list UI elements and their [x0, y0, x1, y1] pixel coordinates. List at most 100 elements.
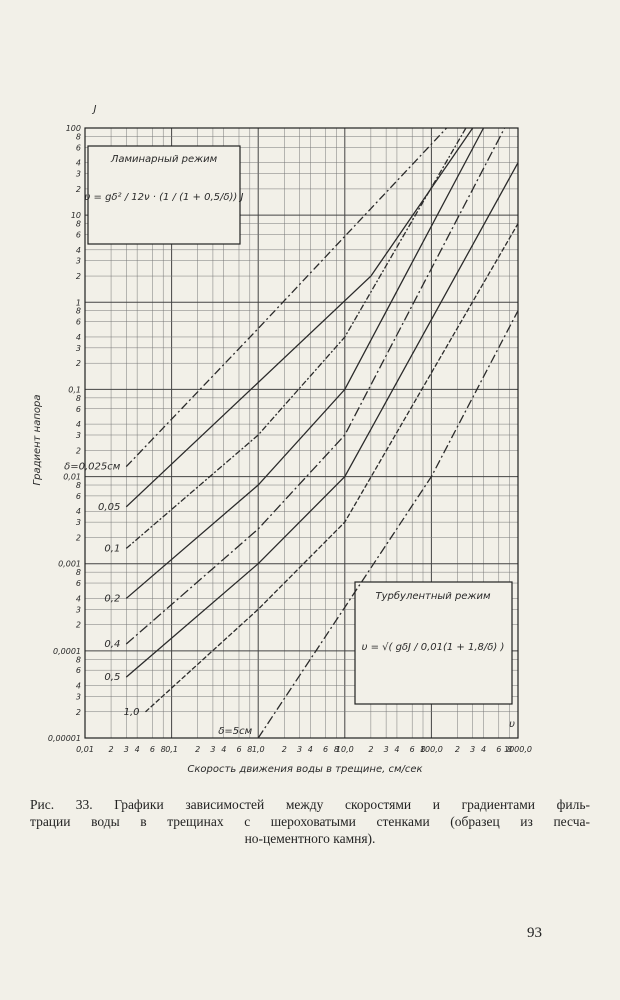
x-tick-label: 100,0	[420, 745, 443, 754]
y-tick-label: 6	[76, 666, 81, 675]
y-tick-label: 3	[76, 257, 81, 266]
caption-line: но-цементного камня).	[244, 831, 376, 846]
x-tick-label: 8	[507, 745, 512, 754]
y-tick-label: 100	[66, 124, 81, 133]
series-line	[125, 127, 485, 599]
annotation-box	[354, 581, 513, 705]
x-tick-label: 10,0	[336, 745, 354, 754]
y-tick-label: 8	[76, 220, 81, 229]
y-tick-label: 4	[76, 594, 81, 603]
x-tick-label: 6	[236, 745, 241, 754]
y-tick-label: 3	[76, 431, 81, 440]
y-tick-label: 8	[76, 568, 81, 577]
x-symbol: υ	[509, 719, 515, 730]
y-tick-label: 0,001	[58, 560, 81, 569]
x-tick-label: 6	[496, 745, 501, 754]
y-tick-label: 2	[76, 708, 81, 717]
y-tick-label: 8	[76, 394, 81, 403]
y-tick-label: 4	[76, 682, 81, 691]
y-tick-label: 0,01	[63, 473, 81, 482]
series-label: 0,2	[104, 593, 120, 604]
caption: Рис. 33. Графики зависимостей между скор…	[30, 796, 590, 847]
page-number: 93	[527, 925, 542, 941]
series-line	[145, 223, 519, 713]
x-tick-label: 8	[161, 745, 166, 754]
x-tick-label: 4	[394, 745, 399, 754]
y-tick-label: 0,0001	[53, 647, 81, 656]
y-tick-label: 3	[76, 344, 81, 353]
y-axis-label: Градиент напора	[32, 395, 43, 486]
x-tick-label: 4	[135, 745, 140, 754]
y-tick-label: 6	[76, 492, 81, 501]
series-label: δ=5см	[218, 726, 252, 737]
y-tick-label: 2	[76, 446, 81, 455]
y-tick-label: 4	[76, 159, 81, 168]
plot-frame	[84, 127, 519, 739]
series-label: 1,0	[124, 707, 140, 718]
y-tick-label: 2	[76, 185, 81, 194]
y-tick-label: 3	[76, 518, 81, 527]
x-tick-label: 2	[282, 745, 287, 754]
x-tick-label: 2	[455, 745, 460, 754]
x-tick-label: 6	[323, 745, 328, 754]
y-tick-label: 6	[76, 143, 81, 152]
x-tick-label: 1000,0	[504, 745, 532, 754]
y-tick-label: 6	[76, 579, 81, 588]
x-tick-label: 4	[481, 745, 486, 754]
series-label: 0,4	[104, 639, 120, 650]
annotation-formula: υ = gδ² / 12ν · (1 / (1 + 0,5/δ)) J	[85, 192, 244, 203]
x-tick-label: 3	[470, 745, 475, 754]
x-tick-label: 0,1	[165, 745, 178, 754]
chart: J υ Градиент напора Скорость движения во…	[32, 104, 532, 775]
y-tick-label: 4	[76, 507, 81, 516]
annotation-title: Ламинарный режим	[110, 154, 218, 165]
caption-line: трации воды в трещинах с шероховатыми ст…	[30, 814, 590, 829]
series-line	[257, 310, 519, 739]
y-tick-label: 2	[76, 533, 81, 542]
series-label: 0,5	[104, 672, 120, 683]
y-tick-label: 2	[76, 359, 81, 368]
y-tick-label: 0,1	[68, 385, 81, 394]
y-tick-label: 10	[71, 211, 81, 220]
x-tick-label: 1,0	[252, 745, 265, 754]
series-label: δ=0,025см	[64, 462, 121, 473]
y-tick-label: 3	[76, 692, 81, 701]
caption-line: Рис. 33. Графики зависимостей между скор…	[30, 797, 590, 812]
x-axis-label: Скорость движения воды в трещине, см/сек	[187, 764, 422, 775]
y-tick-label: 3	[76, 605, 81, 614]
y-tick-label: 8	[76, 655, 81, 664]
x-tick-label: 4	[221, 745, 226, 754]
turbulent-box: Турбулентный режим υ = √( gδJ / 0,01(1 +…	[354, 581, 513, 705]
x-tick-label: 8	[420, 745, 425, 754]
x-tick-label: 6	[150, 745, 155, 754]
x-tick-label: 3	[297, 745, 302, 754]
y-tick-label: 2	[76, 272, 81, 281]
y-tick-label: 6	[76, 230, 81, 239]
y-tick-label: 0,00001	[48, 734, 81, 743]
series-line	[125, 127, 448, 468]
x-tick-label: 3	[210, 745, 215, 754]
y-tick-label: 2	[76, 621, 81, 630]
series-line	[125, 127, 506, 645]
series-line	[125, 127, 467, 549]
y-tick-label: 4	[76, 246, 81, 255]
y-tick-label: 8	[76, 481, 81, 490]
series-label: 0,05	[98, 502, 120, 513]
y-tick-label: 8	[76, 307, 81, 316]
annotation-box	[87, 145, 241, 245]
series-label: 0,1	[104, 543, 120, 554]
y-tick-label: 3	[76, 170, 81, 179]
x-tick-label: 3	[384, 745, 389, 754]
y-tick-label: 4	[76, 333, 81, 342]
y-symbol: J	[92, 104, 97, 115]
annotation-title: Турбулентный режим	[375, 590, 490, 602]
y-tick-label: 4	[76, 420, 81, 429]
y-tick-label: 8	[76, 132, 81, 141]
annotation-formula: υ = √( gδJ / 0,01(1 + 1,8/δ) )	[362, 642, 505, 653]
y-tick-label: 6	[76, 318, 81, 327]
y-tick-label: 6	[76, 405, 81, 414]
x-tick-label: 3	[124, 745, 129, 754]
x-tick-label: 2	[368, 745, 373, 754]
y-tick-label: 1	[76, 298, 81, 307]
